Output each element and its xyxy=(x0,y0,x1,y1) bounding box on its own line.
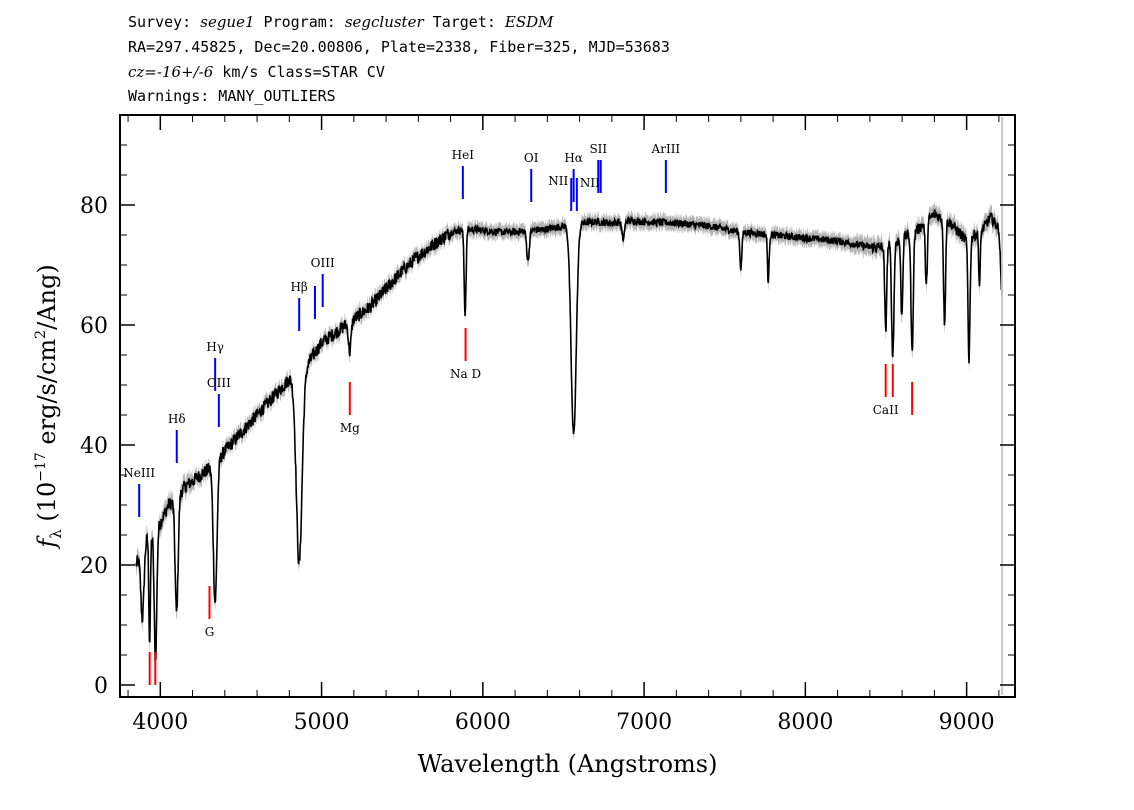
cz-value: -16+/-6 xyxy=(156,63,214,81)
y-axis-label-part: 2 xyxy=(33,330,49,339)
x-tick-label: 9000 xyxy=(939,710,995,735)
y-tick-label: 60 xyxy=(80,314,108,339)
emission-line-label: SII xyxy=(589,142,607,156)
spectrum-line xyxy=(135,208,1003,662)
cz-suffix: km/s Class=STAR CV xyxy=(213,63,385,81)
survey-value: segue1 xyxy=(200,13,255,31)
emission-line-label: NII xyxy=(580,176,600,190)
emission-line-label: Hα xyxy=(564,151,583,165)
plot-frame xyxy=(119,114,1016,698)
program-label: Program: xyxy=(263,13,336,31)
y-axis-label: fλ (10−17 erg/s/cm2/Ang) xyxy=(33,264,65,549)
absorption-line-label: Na D xyxy=(450,367,481,381)
x-axis-label: Wavelength (Angstroms) xyxy=(418,750,718,778)
emission-line-label: NII xyxy=(548,174,568,188)
survey-label: Survey: xyxy=(128,13,192,31)
emission-line-label: OIII xyxy=(311,256,335,270)
y-axis-label-part: /Ang) xyxy=(33,264,61,330)
cz-label: cz= xyxy=(128,63,157,81)
emission-line-label: Hδ xyxy=(168,412,186,426)
y-tick-label: 0 xyxy=(94,674,108,699)
emission-line-label: ArIII xyxy=(651,142,681,156)
spectral-lines-layer: NeIII Hδ Hγ OIII Hβ OIII HeI OI NII Hα NII SII ArIII… xyxy=(123,117,1004,695)
x-tick-label: 4000 xyxy=(132,710,188,735)
y-tick-label: 40 xyxy=(80,434,108,459)
y-tick-label: 80 xyxy=(80,194,108,219)
emission-line-label: Hγ xyxy=(206,340,224,354)
emission-line-label: NeIII xyxy=(123,466,155,480)
absorption-line-label: CaII xyxy=(873,403,899,417)
emission-line-label: HeI xyxy=(452,148,475,162)
target-label: Target: xyxy=(432,13,496,31)
emission-line-label: OIII xyxy=(207,376,231,390)
absorption-line-label: Mg xyxy=(340,421,360,435)
y-tick-label: 20 xyxy=(80,554,108,579)
y-axis-label-part: erg/s/cm xyxy=(33,339,61,453)
y-axis-label-part: (10 xyxy=(33,482,61,530)
spectrum-layer xyxy=(135,208,1003,662)
axis-ticks: 4000 5000 6000 7000 8000 9000 0 20 40 60 80 xyxy=(80,115,1015,735)
emission-line-label: OI xyxy=(524,151,539,165)
header-line-1: Survey: segue1 Program: segcluster Targe… xyxy=(128,12,554,32)
header-line-4: Warnings: MANY_OUTLIERS xyxy=(128,87,336,105)
y-axis-label-part: −17 xyxy=(33,452,49,482)
target-value: ESDM xyxy=(504,13,554,31)
x-tick-label: 6000 xyxy=(455,710,511,735)
y-axis-label-part: λ xyxy=(47,529,65,539)
x-tick-label: 8000 xyxy=(777,710,833,735)
program-value: segcluster xyxy=(344,13,424,31)
header-line-2: RA=297.45825, Dec=20.00806, Plate=2338, … xyxy=(128,38,670,56)
header-line-3: cz=-16+/-6 km/s Class=STAR CV xyxy=(128,62,385,82)
x-tick-label: 7000 xyxy=(616,710,672,735)
x-tick-label: 5000 xyxy=(294,710,350,735)
absorption-line-label: G xyxy=(205,625,215,639)
emission-line-label: Hβ xyxy=(290,280,307,294)
